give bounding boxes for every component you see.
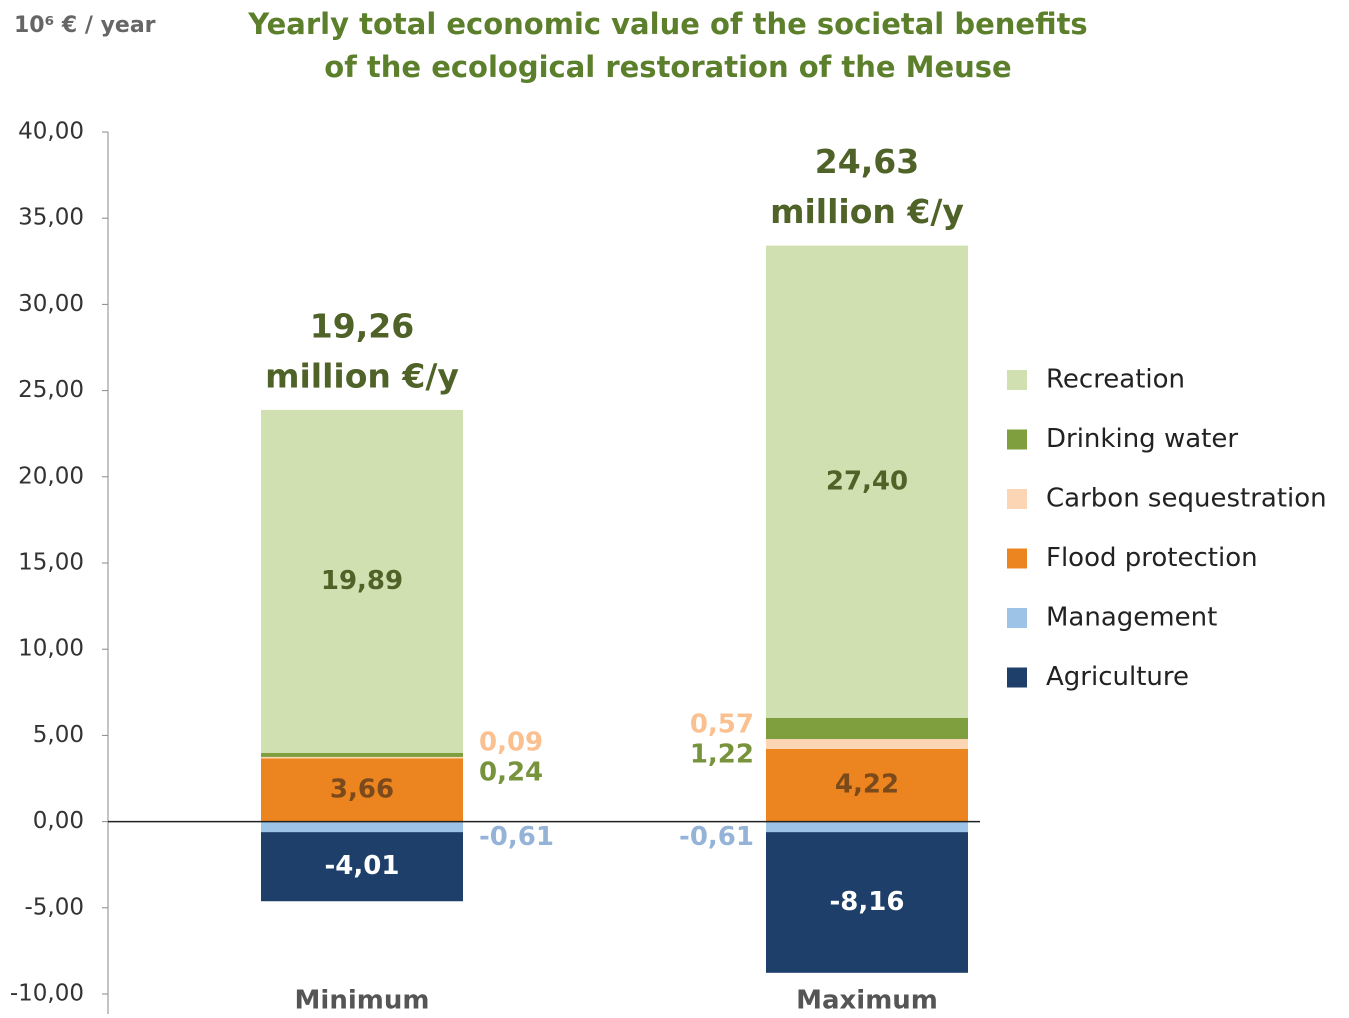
bar-segment [261,756,463,759]
value-label: 3,66 [330,775,394,805]
y-tick-label: 0,00 [33,808,84,834]
total-label: 19,26 [310,306,414,345]
value-label: 0,57 [690,710,754,740]
bar-segment [766,832,968,973]
bar-segment [261,752,463,757]
value-label: 19,89 [321,566,403,596]
value-label: 0,24 [479,757,543,787]
value-label: -4,01 [325,851,400,881]
value-label: 1,22 [690,740,754,770]
legend-label: Agriculture [1046,662,1189,692]
bar-segment [261,832,463,902]
y-tick-label: 20,00 [18,463,84,489]
y-tick-label: 10,00 [18,636,84,662]
legend-swatch [1007,548,1027,569]
bar-segment [766,748,968,822]
legend-swatch [1007,429,1027,450]
chart-title: Yearly total economic value of the socie… [247,7,1087,41]
legend-label: Carbon sequestration [1046,484,1327,514]
bar-segment [766,821,968,833]
total-label: 24,63 [815,142,919,181]
y-tick-label: 40,00 [18,119,84,145]
legend-swatch [1007,370,1027,390]
y-tick-label: -5,00 [24,894,84,920]
bar-segment [766,739,968,749]
legend-swatch [1007,667,1027,688]
legend-label: Drinking water [1046,424,1238,454]
x-tick-label: Maximum [796,986,938,1016]
legend-swatch [1007,489,1027,509]
value-label: -0,61 [479,822,554,852]
y-tick-label: 30,00 [18,291,84,317]
value-label: -8,16 [830,887,905,917]
y-tick-label: 35,00 [18,205,84,231]
value-label: 4,22 [835,770,899,800]
legend-swatch [1007,608,1027,628]
value-label: -0,61 [679,822,754,852]
x-tick-label: Minimum [295,986,430,1016]
y-tick-label: 5,00 [33,722,84,748]
bar-segment [261,758,463,822]
bar-segment [766,245,968,718]
total-unit: million €/y [770,192,964,231]
bar-segment [261,821,463,833]
value-label: 0,09 [479,727,543,757]
chart-title: of the ecological restoration of the Meu… [324,50,1011,84]
bar-segment [261,409,463,753]
total-unit: million €/y [265,356,459,395]
y-tick-label: 15,00 [18,550,84,576]
y-axis-label: 10⁶ € / year [14,13,156,38]
value-label: 27,40 [826,466,908,496]
bar-segment [766,717,968,740]
y-tick-label: 25,00 [18,377,84,403]
legend-label: Flood protection [1046,543,1258,573]
legend-label: Recreation [1046,365,1185,395]
legend-label: Management [1046,603,1217,633]
y-tick-label: -10,00 [10,981,84,1007]
